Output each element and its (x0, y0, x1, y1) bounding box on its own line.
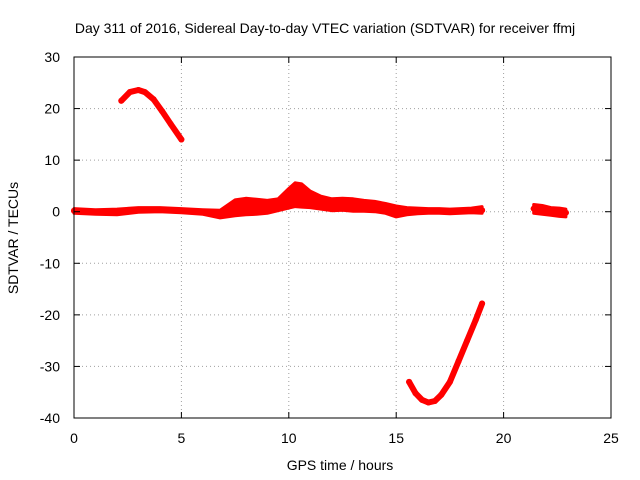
data-point (114, 208, 120, 215)
data-point (479, 300, 486, 307)
data-point (350, 202, 357, 208)
data-point (253, 204, 260, 211)
data-point (298, 193, 305, 200)
data-point (199, 208, 206, 215)
data-point (431, 398, 438, 404)
data-point (156, 206, 163, 213)
data-point (232, 206, 239, 213)
y-tick-label: 0 (52, 204, 60, 220)
data-point (92, 208, 99, 215)
y-axis-label: SDTVAR / TECUs (5, 182, 21, 294)
data-point (406, 378, 413, 385)
data-point (464, 337, 471, 344)
x-tick-label: 20 (496, 430, 512, 446)
data-point (178, 207, 185, 214)
data-point (539, 206, 546, 213)
data-point (414, 208, 421, 215)
x-tick-label: 25 (603, 430, 619, 446)
data-point (425, 207, 432, 214)
y-tick-label: 20 (44, 101, 60, 117)
data-point (159, 108, 166, 115)
data-point (562, 209, 569, 216)
x-tick-label: 5 (178, 430, 186, 446)
data-point (556, 208, 563, 215)
data-point (242, 204, 249, 211)
series-arc-high-early (118, 87, 185, 143)
data-point (318, 198, 324, 205)
data-point (446, 378, 453, 385)
data-point (371, 203, 378, 210)
y-tick-label: -30 (40, 358, 60, 374)
data-point (217, 210, 224, 217)
y-tick-label: 30 (44, 49, 60, 65)
data-point (135, 207, 142, 214)
y-tick-label: -20 (40, 307, 60, 323)
y-tick-label: 10 (44, 152, 60, 168)
series-layer (71, 87, 569, 406)
y-tick-label: -40 (40, 410, 60, 426)
data-point (393, 207, 400, 214)
data-point (530, 205, 537, 212)
series-late-cluster (530, 203, 569, 219)
series-near-zero-band (71, 181, 486, 220)
data-point (438, 391, 445, 398)
data-point (455, 358, 462, 365)
y-tick-label: -10 (40, 255, 60, 271)
axis-ticks: 0 5 10 15 20 25 -40 -30 -20 -10 0 10 20 30 (40, 49, 619, 446)
data-point (150, 96, 157, 103)
series-arc-low-late (406, 300, 486, 406)
data-point (141, 89, 148, 96)
x-tick-label: 15 (388, 430, 404, 446)
data-point (275, 201, 282, 207)
data-point (361, 202, 367, 209)
data-point (307, 195, 314, 202)
data-point (547, 208, 554, 215)
x-tick-label: 10 (281, 430, 297, 446)
x-axis-label: GPS time / hours (287, 457, 394, 473)
grid-lines (74, 57, 611, 418)
data-point (446, 208, 453, 215)
data-point (419, 396, 425, 403)
data-point (126, 89, 133, 96)
data-point (328, 201, 335, 207)
data-point (479, 207, 486, 214)
x-tick-label: 0 (70, 430, 78, 446)
data-point (472, 317, 479, 323)
data-point (264, 203, 271, 210)
data-point (118, 97, 125, 104)
data-point (457, 208, 464, 215)
data-point (403, 207, 410, 214)
data-point (339, 201, 346, 207)
data-point (382, 204, 389, 211)
data-point (285, 195, 292, 202)
data-point (425, 399, 432, 406)
data-point (135, 87, 142, 93)
data-point (167, 121, 174, 127)
data-point (412, 390, 419, 397)
data-point (468, 207, 475, 214)
data-point (292, 193, 299, 200)
plot-frame (73, 56, 612, 419)
data-point (436, 208, 443, 215)
data-point (178, 136, 185, 143)
chart-title: Day 311 of 2016, Sidereal Day-to-day VTE… (75, 20, 575, 36)
